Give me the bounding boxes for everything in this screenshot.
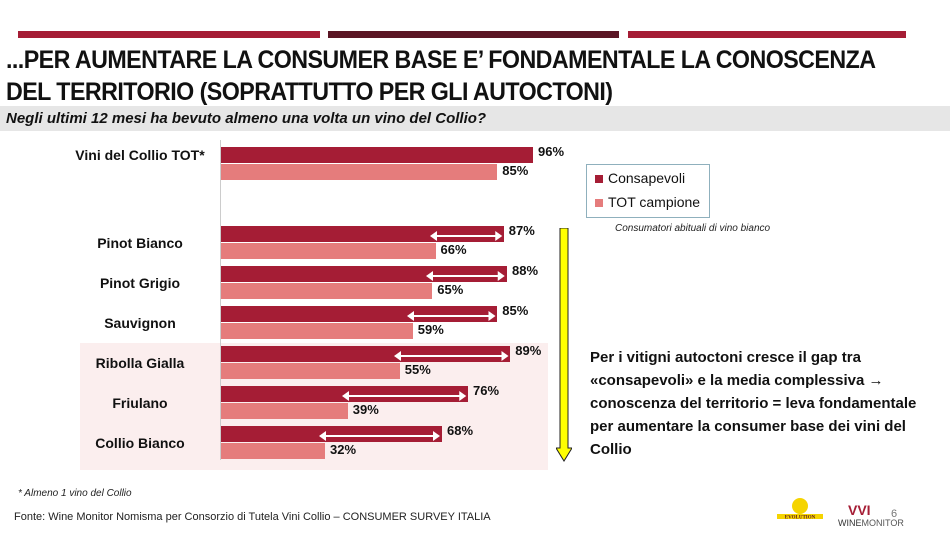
bar-tot-campione bbox=[221, 283, 433, 299]
svg-text:EVOLUTION: EVOLUTION bbox=[785, 516, 816, 521]
gap-arrow-icon bbox=[429, 231, 502, 241]
bar-tot-campione bbox=[221, 403, 348, 419]
data-label: 59% bbox=[417, 322, 444, 337]
category-label: Friulano bbox=[112, 395, 168, 411]
category-label: Vini del Collio TOT* bbox=[75, 147, 205, 163]
bar-tot-campione bbox=[221, 363, 400, 379]
top-bar-1 bbox=[18, 31, 320, 38]
evolution-logo: EVOLUTION bbox=[777, 498, 823, 521]
subtitle: Negli ultimi 12 mesi ha bevuto almeno un… bbox=[6, 110, 487, 127]
y-axis-line bbox=[220, 140, 221, 460]
page-number: 6 bbox=[891, 508, 898, 520]
category-label: Pinot Grigio bbox=[99, 275, 181, 291]
legend-swatch bbox=[595, 175, 603, 183]
data-label: 96% bbox=[538, 144, 565, 159]
legend-item-tot-campione: TOT campione bbox=[595, 194, 700, 210]
footnote: * Almeno 1 vino del Collio bbox=[18, 488, 132, 499]
data-label: 76% bbox=[473, 383, 500, 398]
data-label: 89% bbox=[515, 343, 542, 358]
bar-tot-campione bbox=[221, 164, 498, 180]
category-label: Ribolla Gialla bbox=[95, 355, 185, 371]
source-note: Fonte: Wine Monitor Nomisma per Consorzi… bbox=[14, 511, 491, 523]
bar-consapevoli bbox=[221, 426, 442, 442]
data-label: 55% bbox=[404, 362, 431, 377]
bar-consapevoli bbox=[221, 147, 533, 163]
bar-consapevoli bbox=[221, 306, 498, 322]
top-bar-2 bbox=[328, 31, 619, 38]
legend-swatch bbox=[595, 199, 603, 207]
page-title: ...PER AUMENTARE LA CONSUMER BASE E’ FON… bbox=[6, 46, 875, 106]
bar-consapevoli bbox=[221, 386, 468, 402]
data-label: 32% bbox=[330, 442, 357, 457]
gap-arrow-icon bbox=[319, 431, 440, 441]
category-label: Sauvignon bbox=[104, 315, 176, 331]
data-label: 85% bbox=[502, 163, 529, 178]
legend-item-consapevoli: Consapevoli bbox=[595, 170, 685, 186]
legend-note: Consumatori abituali di vino bianco bbox=[615, 223, 771, 234]
data-label: 85% bbox=[502, 303, 529, 318]
legend-label: Consapevoli bbox=[608, 170, 686, 186]
data-label: 65% bbox=[437, 282, 464, 297]
data-label: 68% bbox=[447, 423, 474, 438]
top-bar-3 bbox=[628, 31, 906, 38]
gap-arrow-icon bbox=[426, 271, 505, 281]
bar-consapevoli bbox=[221, 266, 507, 282]
category-label: Pinot Bianco bbox=[97, 235, 183, 251]
bar-tot-campione bbox=[221, 323, 413, 339]
legend: Consapevoli TOT campione bbox=[586, 164, 710, 218]
data-label: 39% bbox=[352, 402, 379, 417]
down-arrow-icon bbox=[556, 228, 572, 462]
subtitle-band bbox=[0, 106, 950, 131]
gap-arrow-icon bbox=[406, 311, 496, 321]
bar-tot-campione bbox=[221, 443, 325, 459]
gap-arrow-icon bbox=[393, 351, 509, 361]
gap-arrow-icon bbox=[341, 391, 466, 401]
data-label: 88% bbox=[512, 263, 539, 278]
bar-tot-campione bbox=[221, 243, 436, 259]
category-label: Collio Bianco bbox=[95, 435, 185, 451]
bar-consapevoli bbox=[221, 346, 511, 362]
callout-text: Per i vitigni autoctoni cresce il gap tr… bbox=[590, 349, 917, 458]
data-label: 66% bbox=[440, 242, 467, 257]
legend-label: TOT campione bbox=[608, 194, 701, 210]
data-label: 87% bbox=[508, 223, 535, 238]
winemonitor-logo: VVI WINEMONITOR bbox=[838, 502, 904, 528]
